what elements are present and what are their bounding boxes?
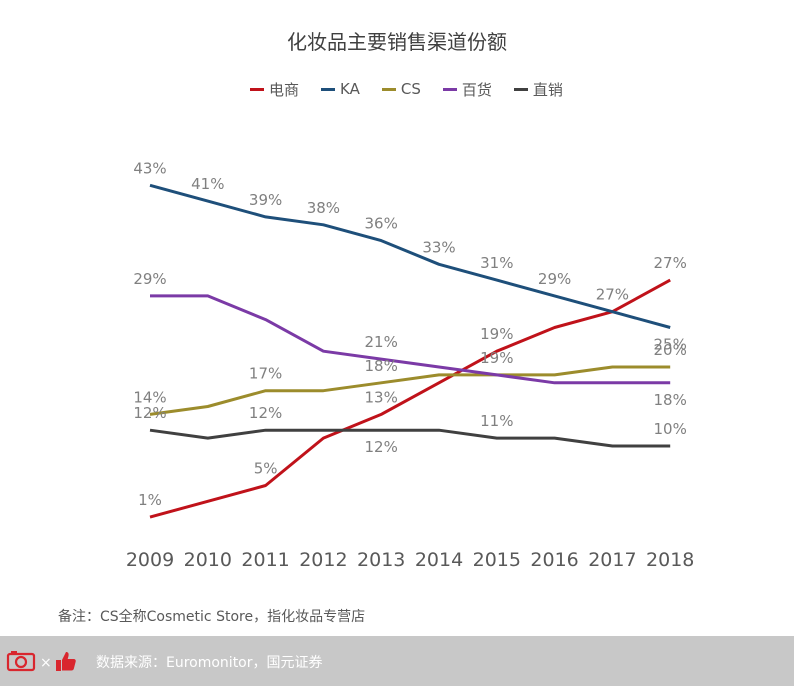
legend-swatch	[381, 87, 396, 91]
legend-item-2: CS	[381, 80, 421, 98]
x-tick-label: 2010	[184, 549, 232, 571]
data-label: 13%	[365, 388, 398, 406]
data-label: 43%	[133, 159, 166, 177]
legend-item-4: 直销	[513, 79, 563, 100]
x-tick-label: 2016	[530, 549, 578, 571]
data-label: 38%	[307, 199, 340, 217]
data-label: 14%	[133, 388, 166, 406]
brand-logo-icon: ×	[6, 651, 76, 672]
x-tick-label: 2015	[473, 549, 521, 571]
chart-title: 化妆品主要销售渠道份额	[287, 30, 507, 54]
line-chart: 2009 2010 2011 2012 2013 2014 2015 2016 2017 2018…	[126, 159, 695, 571]
x-tick-label: 2011	[241, 549, 289, 571]
data-label: 31%	[480, 254, 513, 272]
data-label: 36%	[365, 215, 398, 233]
legend-item-1: KA	[321, 80, 360, 98]
source-text: 数据来源：Euromonitor，国元证券	[96, 655, 323, 671]
data-label: 20%	[654, 341, 687, 359]
data-label: 27%	[654, 254, 687, 272]
legend-label: 电商	[269, 80, 300, 99]
data-label: 27%	[596, 286, 629, 304]
data-label: 25%	[654, 336, 687, 354]
data-label: 39%	[249, 191, 282, 209]
data-label: 11%	[480, 412, 513, 430]
data-label: 12%	[365, 438, 398, 456]
svg-text:×: ×	[40, 655, 52, 671]
x-tick-label: 2013	[357, 549, 405, 571]
data-label: 1%	[138, 491, 162, 509]
legend-swatch	[321, 87, 336, 91]
x-tick-label: 2012	[299, 549, 347, 571]
data-label: 33%	[422, 238, 455, 256]
footnote: 备注：CS全称Cosmetic Store，指化妆品专营店	[58, 609, 366, 625]
data-label: 17%	[249, 365, 282, 383]
series-line-0	[149, 278, 671, 519]
legend: 电商 KA CS 百货 直销	[250, 78, 563, 100]
data-label: 29%	[133, 270, 166, 288]
series-line-1	[149, 183, 671, 329]
legend-item-0: 电商	[250, 79, 299, 100]
data-label: 19%	[480, 349, 513, 367]
x-tick-label: 2017	[588, 549, 636, 571]
data-label: 41%	[191, 175, 224, 193]
data-label: 19%	[480, 325, 513, 343]
data-label: 18%	[654, 391, 687, 409]
legend-swatch	[513, 87, 528, 91]
legend-item-3: 百货	[442, 79, 492, 100]
series-line-3	[150, 294, 671, 385]
data-label: 12%	[133, 404, 166, 422]
footer-bar: × 数据来源：Euromonitor，国元证券	[0, 636, 794, 686]
legend-swatch	[250, 87, 264, 91]
data-label: 12%	[249, 404, 282, 422]
legend-label: CS	[400, 80, 421, 98]
data-label: 5%	[254, 460, 278, 478]
x-tick-label: 2014	[415, 549, 463, 571]
legend-label: 百货	[461, 80, 492, 99]
data-label: 18%	[365, 357, 398, 375]
data-label: 10%	[654, 420, 687, 438]
series-line-4	[149, 428, 671, 448]
data-label: 21%	[365, 333, 398, 351]
x-tick-label: 2018	[646, 549, 694, 571]
legend-label: 直销	[532, 80, 563, 99]
x-tick-label: 2009	[126, 549, 174, 571]
series-line-2	[149, 365, 671, 416]
data-label: 29%	[538, 270, 571, 288]
legend-swatch	[442, 87, 457, 91]
legend-label: KA	[340, 80, 360, 98]
